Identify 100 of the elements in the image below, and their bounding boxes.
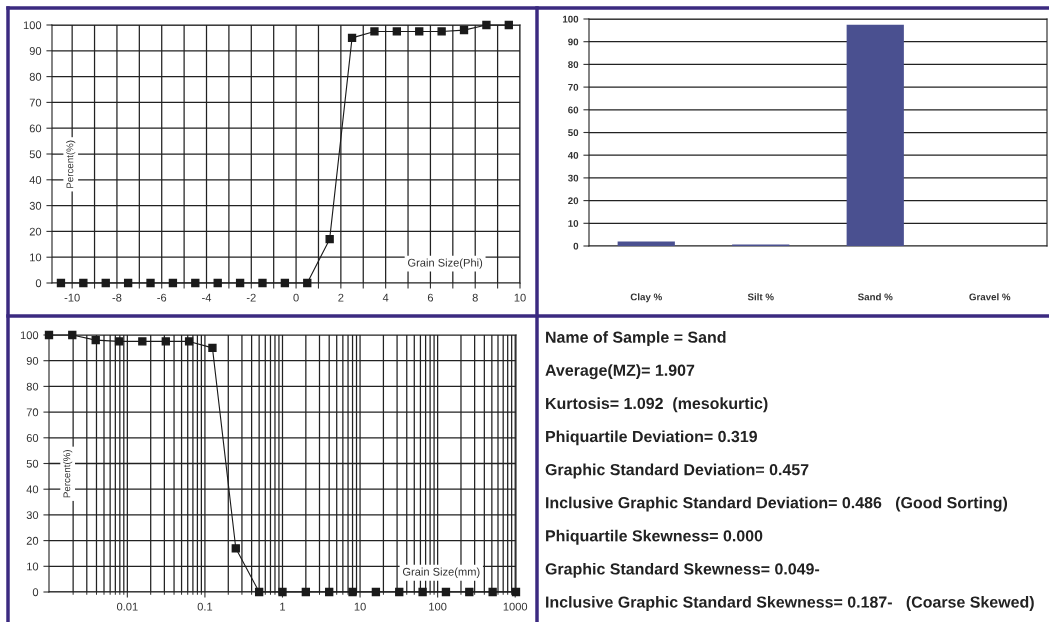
x-tick-label: 6 — [427, 293, 434, 302]
y-tick-label: 0 — [32, 588, 39, 597]
point — [482, 20, 491, 30]
x-tick-label: 10 — [514, 293, 526, 302]
x-tick-label: 0.1 — [197, 602, 213, 611]
point — [123, 278, 133, 288]
y-tick-label: 20 — [26, 536, 39, 545]
y-tick-label: 30 — [29, 201, 42, 210]
text: Inclusive Graphic Standard Deviation= 0.486 (Good Sorting) — [546, 496, 1008, 512]
y-tick-label: 10 — [27, 562, 39, 571]
y-tick-label: 80 — [568, 61, 579, 69]
x-tick-label: -4 — [202, 293, 212, 302]
y-tick-label: 10 — [568, 220, 579, 227]
y-tick-label: 0 — [573, 242, 579, 250]
point — [138, 337, 147, 346]
point — [208, 343, 217, 353]
y-tick-label: 70 — [26, 408, 39, 417]
point — [441, 587, 451, 597]
point — [301, 587, 311, 597]
x-tick-label: 2 — [338, 293, 344, 302]
point — [348, 587, 357, 597]
point — [191, 278, 200, 288]
point — [504, 20, 513, 30]
y-tick-label: 50 — [568, 129, 579, 137]
y-tick-label: 90 — [29, 47, 42, 55]
y-tick-label: 70 — [29, 98, 42, 107]
text: Phiquartile Skewness= 0.000 — [546, 529, 763, 545]
text: Name of Sample = Sand — [546, 331, 726, 346]
x-tick-label: Clay % — [630, 293, 662, 303]
x-tick-label: 0 — [293, 293, 299, 302]
x-axis-title: Grain Size(mm) — [402, 567, 480, 578]
point — [437, 27, 446, 36]
y-tick-label: 40 — [567, 151, 579, 159]
x-tick-label: 0.01 — [116, 602, 138, 611]
point — [258, 278, 267, 288]
point — [395, 587, 404, 597]
y-tick-label: 20 — [568, 197, 579, 205]
y-tick-label: 80 — [29, 72, 42, 81]
point — [161, 337, 170, 346]
point — [278, 587, 287, 597]
point — [371, 587, 381, 597]
x-tick-label: Silt % — [747, 293, 774, 301]
point — [91, 335, 100, 345]
bar — [846, 24, 904, 246]
point — [325, 587, 334, 597]
text: Inclusive Graphic Standard Skewness= 0.187- (Coarse Skewed) — [546, 596, 1034, 611]
point — [68, 330, 77, 340]
y-tick-label: 40 — [29, 176, 42, 184]
x-tick-label: -6 — [157, 293, 167, 302]
y-tick-label: 100 — [20, 331, 39, 340]
y-tick-label: 90 — [568, 38, 579, 46]
point — [101, 278, 110, 288]
point — [254, 587, 264, 597]
point — [370, 27, 379, 36]
y-tick-label: 100 — [23, 21, 42, 30]
x-tick-label: 100 — [429, 602, 447, 611]
point — [213, 278, 222, 288]
y-tick-label: 100 — [562, 15, 579, 23]
x-tick-label: -2 — [246, 293, 256, 302]
text: Graphic Standard Deviation= 0.457 — [545, 463, 809, 479]
y-tick-label: 90 — [26, 356, 39, 365]
point — [511, 587, 521, 597]
y-tick-label: 0 — [35, 279, 42, 288]
bar — [617, 241, 675, 246]
point — [325, 234, 334, 244]
x-axis-title: Grain Size(Phi) — [408, 258, 483, 269]
y-axis-title: Percent(%) — [66, 140, 76, 188]
y-tick-label: 60 — [29, 124, 42, 133]
point — [56, 278, 66, 288]
x-tick-label: -10 — [64, 293, 80, 302]
point — [168, 278, 178, 288]
point — [347, 33, 357, 43]
text: Average(MZ)= 1.907 — [545, 364, 695, 380]
text: Graphic Standard Skewness= 0.049- — [545, 562, 820, 578]
y-tick-label: 70 — [568, 83, 579, 91]
x-tick-label: 1 — [280, 602, 286, 611]
point — [79, 278, 88, 288]
point — [114, 337, 124, 346]
x-tick-label: 10 — [354, 602, 366, 611]
point — [235, 278, 245, 288]
y-axis-title: Percent(%) — [63, 450, 73, 498]
y-tick-label: 10 — [30, 253, 42, 262]
point — [488, 587, 497, 597]
point — [303, 278, 312, 288]
point — [280, 278, 290, 288]
y-tick-label: 60 — [568, 106, 579, 114]
point — [465, 587, 474, 597]
point — [231, 544, 240, 553]
point — [392, 27, 402, 36]
point — [44, 330, 54, 340]
y-tick-label: 50 — [29, 150, 42, 159]
text: Phiquartile Deviation= 0.319 — [546, 430, 758, 446]
x-tick-label: -8 — [112, 293, 122, 302]
y-tick-label: 80 — [26, 382, 39, 391]
point — [459, 25, 469, 35]
x-tick-label: 8 — [472, 293, 478, 302]
y-tick-label: 30 — [26, 511, 39, 520]
y-tick-label: 50 — [26, 459, 39, 468]
y-tick-label: 60 — [26, 434, 39, 442]
x-tick-label: Sand % — [857, 293, 893, 301]
